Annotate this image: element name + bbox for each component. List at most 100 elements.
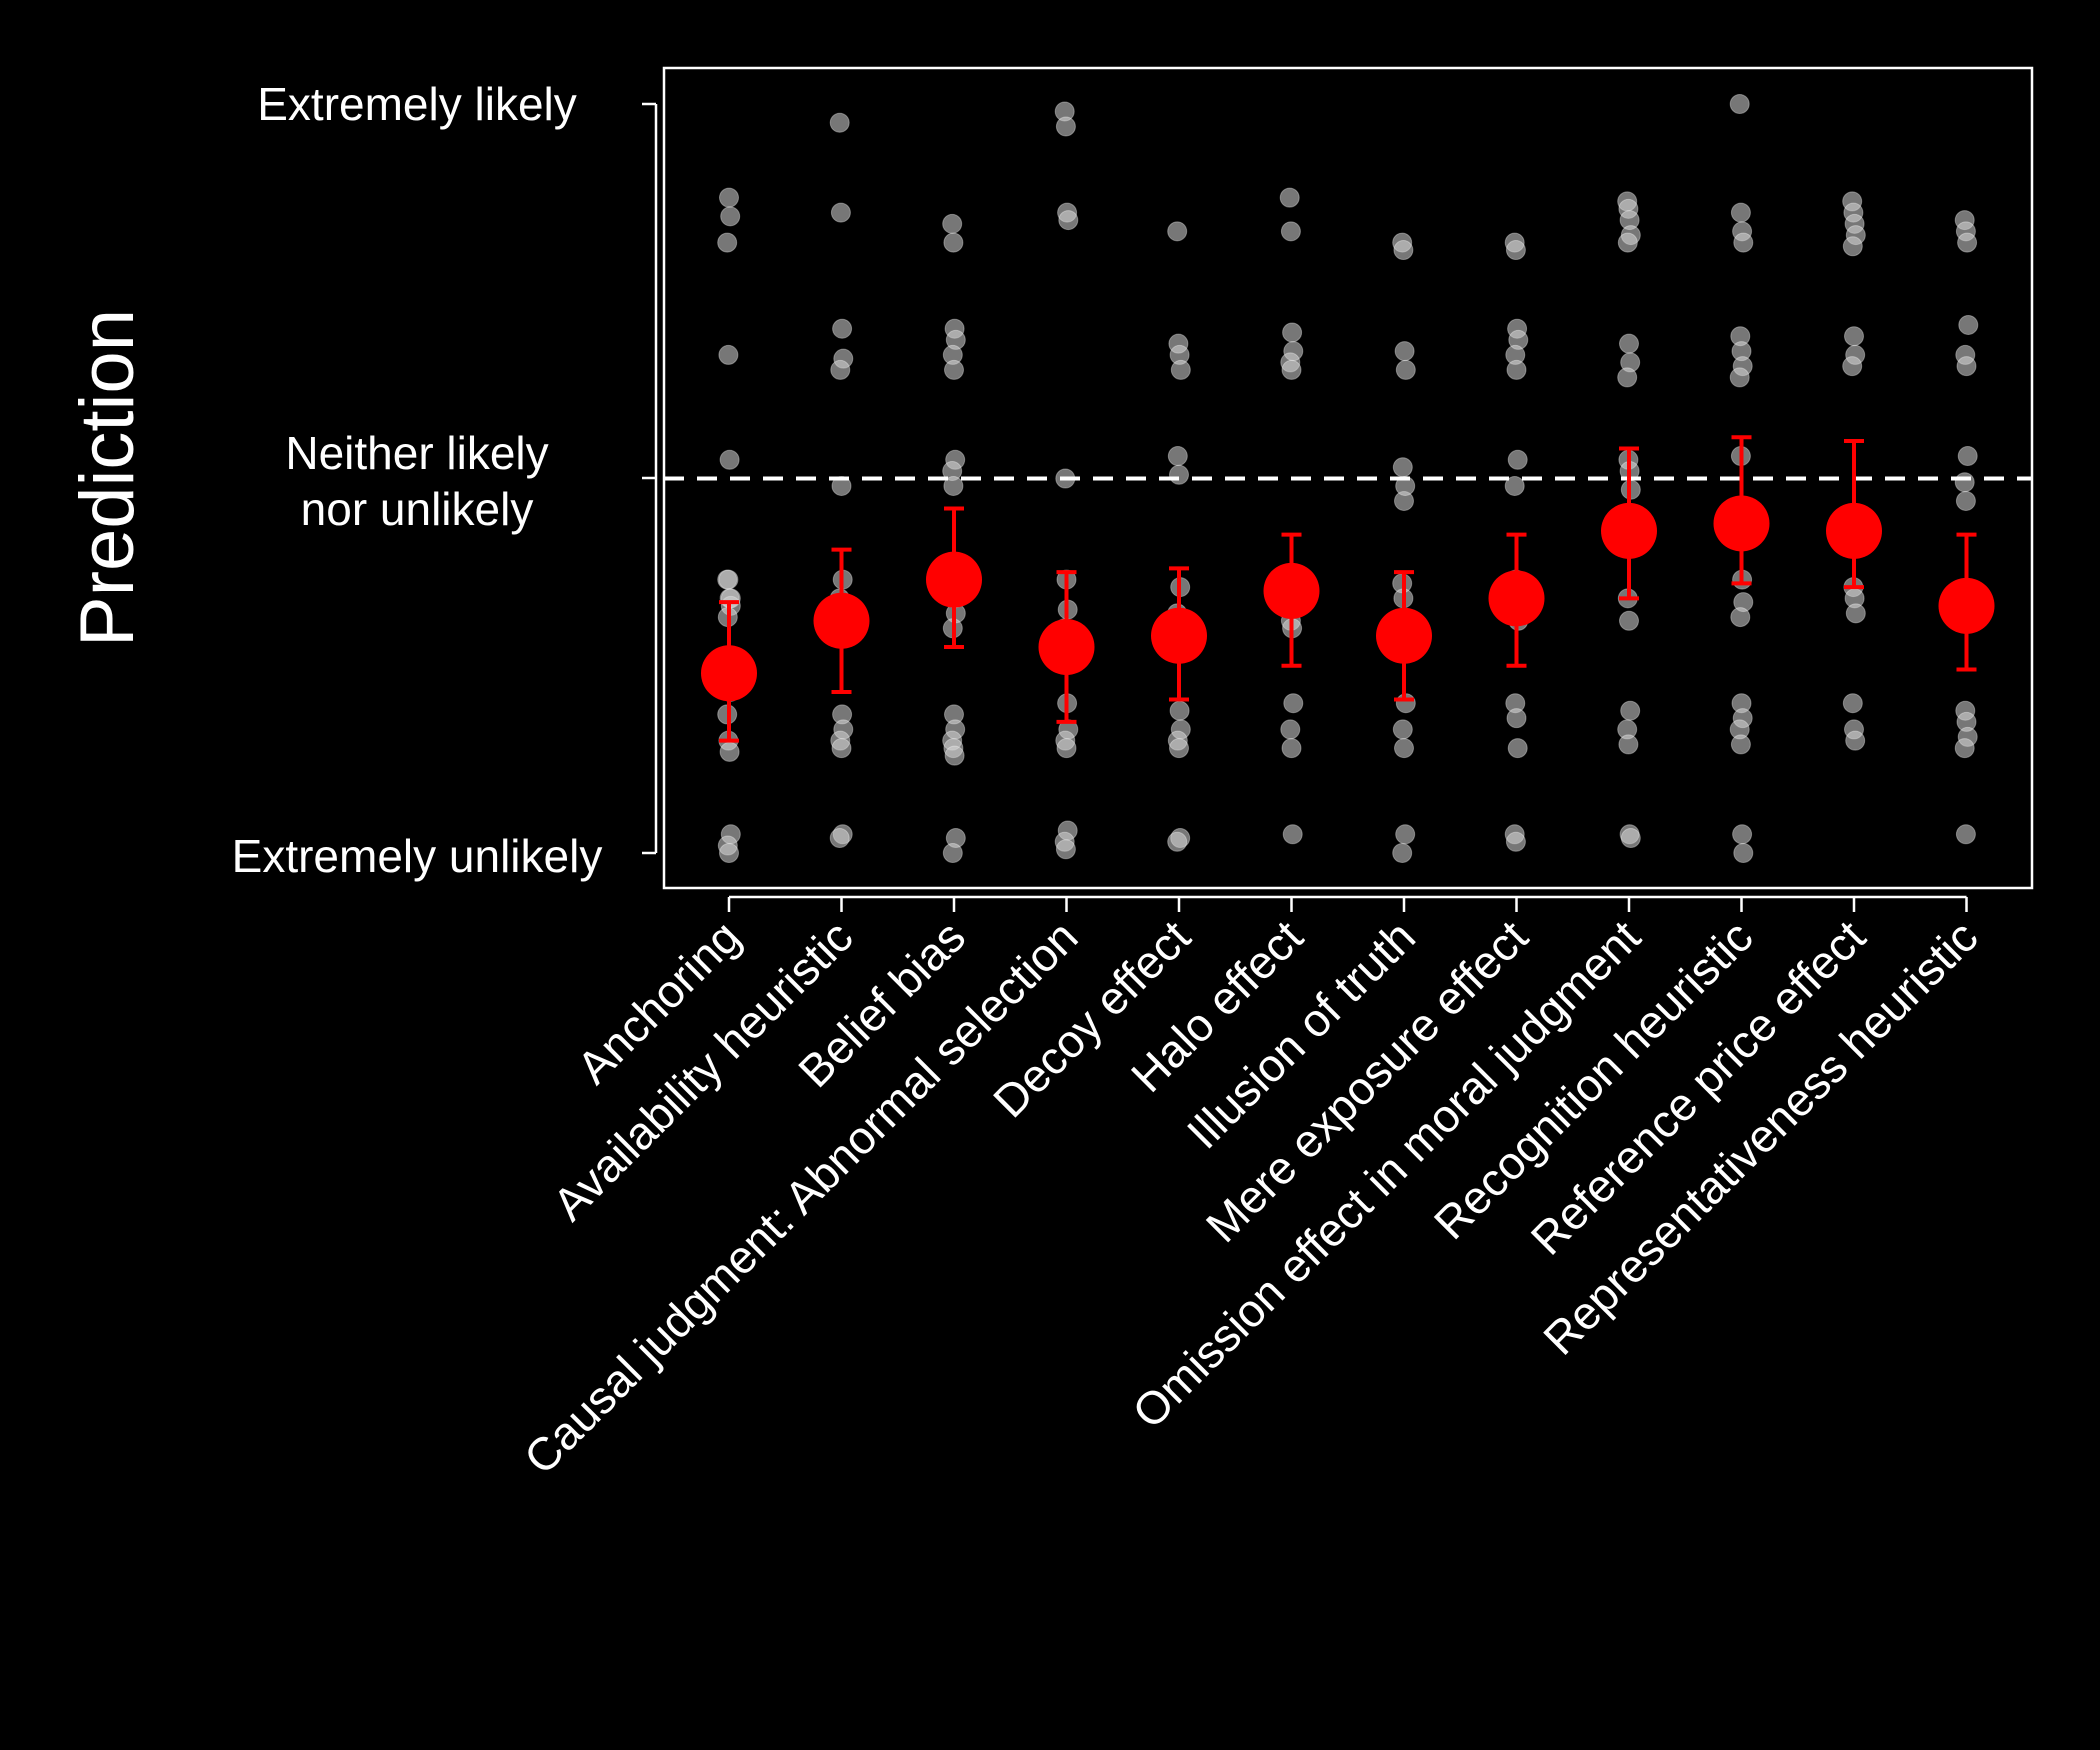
individual-point [1393,240,1414,261]
individual-point [1280,719,1301,740]
individual-point [1842,356,1863,377]
individual-point [1620,828,1641,849]
y-tick-label-extremely-unlikely: Extremely unlikely [232,830,603,882]
individual-point [1282,322,1303,343]
individual-point [944,745,965,766]
y-tick-label-extremely-likely: Extremely likely [257,78,577,130]
individual-point [1954,738,1975,759]
individual-point [830,202,851,223]
individual-point [1730,734,1751,755]
y-axis: Extremely likely Neither likely nor unlik… [232,78,658,882]
mean-marker [1826,502,1882,559]
individual-point [1958,314,1979,335]
individual-point [1056,738,1077,759]
mean-marker [1938,577,1995,634]
mean-marker [813,592,870,649]
individual-point [1395,359,1416,380]
individual-point [1167,831,1188,852]
individual-point [1280,221,1301,242]
mean-marker [926,551,982,608]
individual-point [1055,839,1076,860]
mean-marker [701,645,757,702]
individual-point [1957,232,1978,253]
individual-point [1281,359,1302,380]
individual-point [1282,824,1303,845]
y-tick-label-line: nor unlikely [301,483,534,535]
individual-point [829,112,850,133]
individual-point [719,449,740,470]
individual-point [1058,210,1079,231]
individual-point [1729,367,1750,388]
mean-marker [1713,495,1770,552]
mean-marker [1263,562,1320,619]
individual-point [1620,700,1641,721]
individual-point [1957,446,1978,467]
individual-point [1167,221,1188,242]
individual-point [1733,843,1754,863]
individual-point [1283,693,1304,714]
mean-marker [1151,607,1207,664]
individual-point [1955,490,1976,511]
individual-point [942,843,963,863]
individual-point [1505,240,1526,261]
individual-point [1392,843,1413,863]
individual-point [1617,232,1638,253]
individual-point [720,206,741,227]
mean-marker [1038,619,1095,676]
individual-point [1167,446,1188,467]
individual-point [829,828,850,849]
individual-point [1842,236,1863,257]
individual-point [1394,738,1414,759]
y-axis-title: Prediction [65,309,150,647]
individual-point [831,475,852,496]
individual-point [1730,202,1751,223]
individual-point [944,359,964,380]
individual-point [1507,738,1528,759]
individual-point [1617,367,1638,388]
individual-point [717,232,738,253]
individual-point [1954,472,1975,493]
individual-point [1733,232,1754,253]
individual-point [1392,719,1413,740]
individual-point [832,318,853,339]
individual-point [1619,610,1639,631]
individual-point [1729,94,1750,114]
mean-markers-layer [701,435,1995,743]
individual-point [1169,700,1190,721]
individual-point [719,843,739,863]
individual-point [1392,457,1413,478]
individual-point [943,475,964,496]
plot-frame [662,66,2034,890]
individual-point [1732,824,1753,845]
individual-point [718,569,739,590]
mean-marker [1376,607,1432,664]
individual-point [830,359,851,380]
individual-point [831,738,852,759]
individual-point [1055,116,1076,137]
individual-point [1504,475,1525,496]
individual-point [718,344,739,365]
individual-point [1170,359,1191,380]
individual-point [1618,734,1639,755]
individual-point [719,741,740,762]
individual-point [1505,831,1526,852]
individual-point [1395,824,1416,845]
individual-point [1169,738,1189,759]
individual-point [1506,708,1527,729]
individual-point [719,187,739,208]
individual-point [1395,475,1416,496]
individual-point [1394,341,1415,362]
individual-point [1169,464,1189,485]
individual-point [943,232,964,253]
individual-point [1845,730,1866,751]
y-tick-label-neither-likely-nor-unlikely: Neither likely nor unlikely [285,427,548,535]
mean-marker [1488,570,1545,627]
individual-point [1842,693,1863,714]
individual-point [1956,356,1977,377]
individual-point [1619,333,1639,354]
individual-point [1844,326,1864,347]
y-tick-label-line: Neither likely [285,427,548,479]
